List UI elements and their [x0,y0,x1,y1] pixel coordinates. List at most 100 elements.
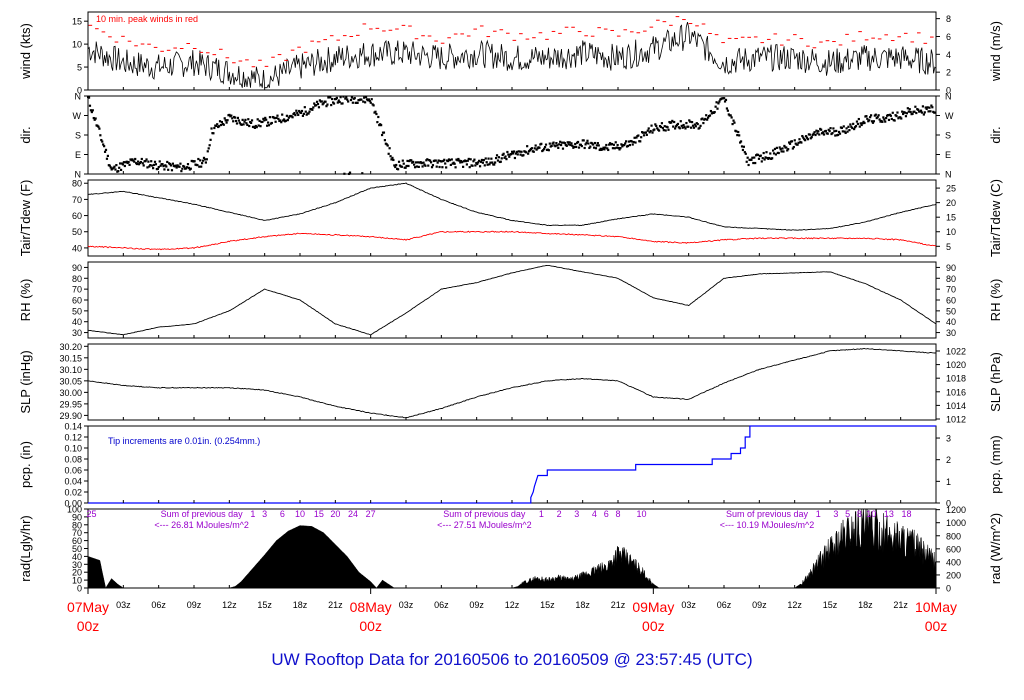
dir-point [196,164,199,167]
dir-point [148,165,151,168]
dir-point [588,146,591,150]
dir-point [456,159,459,162]
dir-point [341,102,344,105]
dir-point [837,130,841,134]
dir-point [158,160,161,163]
dir-point [119,168,123,172]
dir-point [302,112,305,115]
dir-point [258,119,261,123]
ytick-label-rad: 60 [72,536,82,546]
ytick-label-pcp: 0.06 [64,466,82,476]
xtick-label: 03z [116,600,131,610]
dir-point [128,163,131,166]
dir-point [474,164,477,167]
dir-point [851,126,854,130]
dir-point [656,127,659,130]
dir-point [429,161,433,164]
dir-point [457,157,460,161]
dir-point [835,129,838,133]
dir-point [437,159,440,162]
dir-point [140,157,143,161]
dir-point [525,151,528,154]
dir-point [597,144,600,147]
dir-point [934,111,937,114]
dir-point [223,117,226,120]
dir-point [318,99,321,102]
rad-hour-mark: 10 [637,509,647,519]
dir-point [904,115,908,118]
dir-point [804,135,808,138]
ytick-label-rad: 30 [72,560,82,570]
dir-point [540,142,543,145]
dir-point [653,128,656,131]
dir-point [104,148,108,151]
dir-point [220,120,223,124]
dir-point [93,118,96,121]
ylabel-left-slp: SLP (inHg) [18,350,33,413]
dir-point [431,164,435,167]
dir-point [401,159,404,162]
dir-point [230,114,233,117]
rad-hour-mark: 5 [845,509,850,519]
dir-point [171,162,174,165]
dir-point [270,121,273,125]
dir-point [100,138,103,142]
dir-point [599,147,602,150]
dir-point [899,116,902,119]
dir-point [180,170,183,173]
dir-point [798,138,801,141]
dir-point [255,126,258,129]
dir-point [723,97,726,100]
dir-point [840,126,843,130]
dir-point [645,133,648,136]
dir-point [162,165,165,168]
dir-point [167,168,170,171]
dir-point [718,100,721,103]
dir-point [88,104,92,107]
dir-point [228,113,231,117]
dir-point [660,122,664,125]
dir-point [708,114,712,117]
ytick-label-pcp: 0.08 [64,455,82,465]
rad-hour-mark: 1 [250,509,255,519]
dir-point [797,141,800,144]
ytick-label-temp: 40 [72,243,82,253]
ytick-label-pcp: 0.14 [64,422,82,432]
dir-point [685,121,688,125]
ytick-label-temp: 80 [72,179,82,189]
dir-point [444,162,447,165]
dir-point [779,148,782,151]
dir-point [210,127,213,130]
dir-point [519,153,522,156]
panel-frame-rh [87,261,937,339]
dir-point [89,109,93,112]
dir-point [303,106,306,109]
dir-point [818,133,821,136]
dir-point [450,158,453,161]
dir-point [526,145,529,148]
dir-point [614,141,617,144]
xtick-label: 12z [505,600,520,610]
ytick-right-label-slp: 1022 [946,346,966,356]
ytick-label-rad: 50 [72,544,82,554]
dir-point [678,127,681,130]
dir-point [505,158,508,161]
dir-point [542,149,545,152]
dir-point [421,165,424,168]
dir-point [877,114,880,117]
dir-point [834,134,837,137]
ytick-label-rh: 50 [72,306,82,316]
dir-point [737,130,740,134]
dir-point [127,160,130,164]
ytick-right-label-slp: 1020 [946,360,966,370]
dir-point [415,165,419,168]
ylabel-right-slp: SLP (hPa) [988,352,1003,412]
dir-point [862,120,865,123]
dir-point [530,147,533,150]
dir-point [887,118,891,122]
dir-point [860,123,863,127]
xtick-label: 21z [328,600,343,610]
dir-point [169,164,173,167]
dir-point [925,107,928,111]
